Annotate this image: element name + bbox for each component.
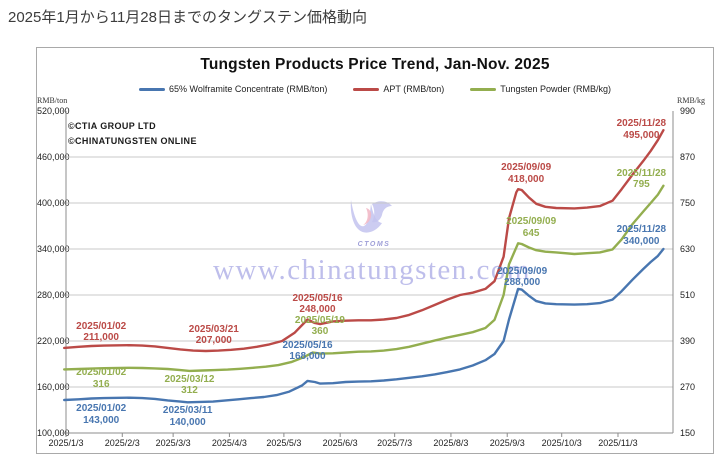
legend-item-2: Tungsten Powder (RMB/kg) [470,84,611,94]
legend-swatch-icon [470,87,497,91]
x-tick-label: 2025/1/3 [48,438,84,448]
annotation-date: 2025/01/02 [76,403,127,415]
annotation-date: 2025/11/28 [616,224,667,235]
legend-item-0: 65% Wolframite Concentrate (RMB/ton) [139,84,327,94]
legend-label: 65% Wolframite Concentrate (RMB/ton) [169,84,328,94]
series-line-0 [63,247,665,404]
right-tick-label: 870 [680,151,696,162]
series-line-1 [63,128,665,353]
annotation-date: 2025/03/21 [188,323,239,335]
annotation-date: 2025/09/09 [501,162,552,174]
annotation-2025-03-11-s0: 2025/03/11 140,000 [163,405,213,428]
left-tick-label: 460,000 [37,151,70,162]
annotation-2025-03-21-s1: 2025/03/21 207,000 [189,324,239,347]
right-axis-unit-label: RMB/kg [677,96,706,105]
legend-label: APT (RMB/ton) [383,84,445,94]
legend-item-1: APT (RMB/ton) [353,84,444,94]
legend-label: Tungsten Powder (RMB/kg) [500,84,611,94]
ctoms-logo-icon: CTOMS [345,198,403,248]
annotation-2025-01-02-s2: 2025/01/02 316 [76,367,126,390]
right-tick-label: 510 [680,289,696,300]
x-tick-label: 2025/8/3 [433,438,469,448]
left-axis-unit-label: RMB/ton [37,96,68,105]
chart-title: Tungsten Products Price Trend, Jan-Nov. … [200,56,550,73]
annotation-value: 360 [311,326,329,337]
annotation-2025-09-09-s0: 2025/09/09 288,000 [497,266,547,289]
left-tick-label: 220,000 [37,335,70,346]
annotation-value: 340,000 [623,235,660,247]
left-tick-label: 520,000 [37,105,70,116]
legend-swatch-icon [139,87,165,91]
x-tick-label: 2025/7/3 [377,438,413,448]
annotation-date: 2025/01/02 [76,367,127,379]
ctoms-logo-text: CTOMS [357,241,391,248]
annotation-2025-05-19-s2: 2025/05/19 360 [295,315,345,338]
annotation-2025-01-02-s1: 2025/01/02 211,000 [76,321,126,344]
page-title: 2025年1月から11月28日までのタングステン価格動向 [8,9,367,26]
x-tick-label: 2025/6/3 [322,438,358,448]
x-tick-label: 2025/9/3 [489,438,525,448]
right-tick-label: 270 [680,381,696,392]
annotation-date: 2025/09/09 [506,216,557,228]
copyright-line-2: ©CHINATUNGSTEN ONLINE [68,136,197,146]
annotation-date: 2025/05/16 [292,292,343,304]
annotation-date: 2025/03/11 [162,405,213,417]
plot-area [62,110,674,437]
annotation-date: 2025/03/12 [164,373,215,385]
left-tick-label: 100,000 [37,427,70,438]
annotation-date: 2025/05/16 [282,339,333,351]
watermark-url: www.chinatungsten.com [213,254,531,286]
x-tick-label: 2025/5/3 [266,438,302,448]
annotation-value: 316 [92,378,110,390]
annotation-date: 2025/01/02 [76,320,127,332]
series-line-2 [63,184,665,373]
annotation-value: 248,000 [299,304,336,316]
right-tick-label: 750 [680,197,696,208]
left-tick-label: 280,000 [37,289,70,300]
annotation-value: 645 [522,227,540,239]
annotation-value: 207,000 [195,335,232,347]
annotation-value: 495,000 [623,129,660,141]
right-tick-label: 390 [680,335,696,346]
left-tick-label: 400,000 [37,197,70,208]
x-tick-label: 2025/4/3 [211,438,247,448]
annotation-2025-03-12-s2: 2025/03/12 312 [164,374,214,397]
annotation-value: 312 [181,385,198,397]
annotation-2025-11-28-s2: 2025/11/28 795 [617,168,667,191]
annotation-2025-09-09-s1: 2025/09/09 418,000 [501,162,551,185]
annotation-2025-05-16-s0: 2025/05/16 168,000 [282,340,332,363]
copyright-text: ©CTIA GROUP LTD ©CHINATUNGSTEN ONLINE [68,119,197,149]
annotation-date: 2025/09/09 [497,265,548,277]
legend-swatch-icon [353,87,380,91]
copyright-line-1: ©CTIA GROUP LTD [68,121,156,131]
annotation-2025-11-28-s0: 2025/11/28 340,000 [617,224,667,247]
annotation-value: 140,000 [169,416,206,428]
right-tick-label: 990 [680,105,696,116]
chart-frame: Tungsten Products Price Trend, Jan-Nov. … [36,47,714,454]
annotation-value: 211,000 [83,332,119,344]
annotation-date: 2025/11/28 [616,118,667,130]
x-tick-label: 2025/3/3 [155,438,191,448]
annotation-value: 168,000 [289,351,326,363]
annotation-2025-01-02-s0: 2025/01/02 143,000 [76,403,126,426]
annotation-date: 2025/11/28 [616,167,667,179]
annotation-2025-05-16-s1: 2025/05/16 248,000 [292,293,342,316]
annotation-value: 795 [633,179,650,191]
left-tick-label: 160,000 [37,381,70,392]
right-tick-label: 630 [680,243,696,254]
annotation-2025-09-09-s2: 2025/09/09 645 [506,216,556,239]
x-tick-label: 2025/2/3 [104,438,140,448]
annotation-value: 143,000 [83,414,120,426]
right-tick-label: 150 [680,427,696,438]
annotation-2025-11-28-s1: 2025/11/28 495,000 [617,118,667,141]
chart-legend: 65% Wolframite Concentrate (RMB/ton) APT … [37,84,713,94]
annotation-value: 418,000 [508,173,545,185]
annotation-date: 2025/05/19 [294,314,345,326]
x-tick-label: 2025/10/3 [541,438,582,448]
annotation-value: 288,000 [504,277,541,289]
x-tick-label: 2025/11/3 [598,438,638,448]
left-tick-label: 340,000 [37,243,70,254]
